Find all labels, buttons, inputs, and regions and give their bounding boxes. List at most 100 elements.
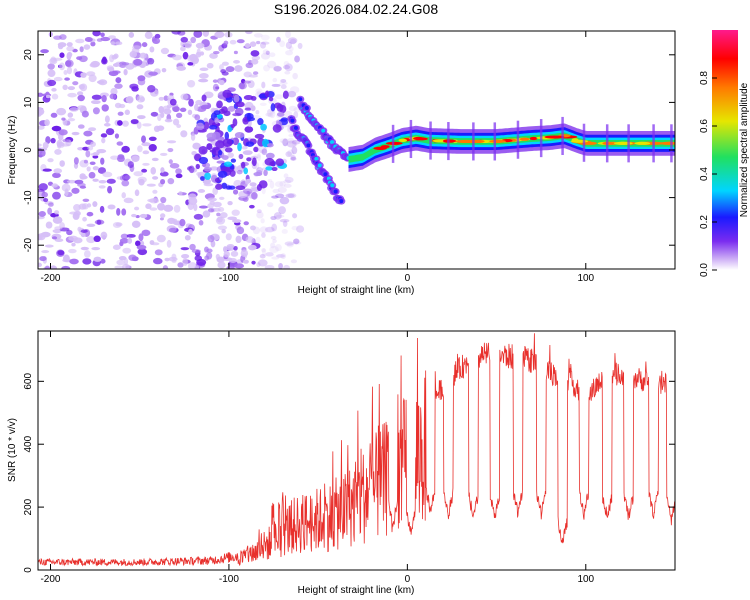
noise-speckle bbox=[261, 148, 268, 156]
noise-speckle bbox=[107, 204, 116, 210]
noise-speckle bbox=[54, 148, 62, 155]
noise-speckle bbox=[255, 236, 261, 245]
track-core bbox=[339, 199, 344, 204]
noise-speckle bbox=[86, 166, 91, 172]
noise-speckle bbox=[151, 157, 159, 162]
noise-speckle bbox=[96, 148, 107, 154]
transition-blob bbox=[260, 123, 267, 131]
noise-speckle bbox=[180, 41, 185, 47]
noise-speckle bbox=[128, 31, 135, 38]
noise-speckle bbox=[252, 71, 259, 75]
noise-speckle bbox=[98, 180, 107, 184]
noise-speckle bbox=[117, 111, 124, 116]
transition-blob bbox=[218, 150, 223, 156]
noise-speckle bbox=[280, 79, 287, 83]
noise-speckle bbox=[293, 238, 300, 245]
noise-speckle bbox=[264, 226, 275, 233]
noise-speckle bbox=[274, 244, 282, 252]
noise-speckle bbox=[271, 83, 281, 87]
noise-speckle bbox=[219, 212, 228, 219]
noise-speckle bbox=[195, 51, 202, 58]
noise-speckle bbox=[217, 207, 225, 212]
noise-speckle bbox=[48, 202, 54, 207]
noise-speckle bbox=[285, 31, 292, 39]
noise-speckle bbox=[173, 106, 180, 112]
transition-blob bbox=[234, 132, 245, 139]
noise-speckle bbox=[275, 214, 285, 218]
noise-speckle bbox=[284, 63, 293, 72]
noise-speckle bbox=[163, 204, 174, 212]
noise-speckle bbox=[230, 250, 239, 257]
noise-speckle bbox=[235, 235, 242, 244]
transition-blob bbox=[235, 185, 246, 191]
transition-blob bbox=[223, 110, 231, 117]
noise-speckle bbox=[79, 175, 88, 180]
noise-speckle bbox=[216, 212, 221, 217]
transition-blob bbox=[195, 163, 200, 170]
noise-speckle bbox=[141, 229, 151, 237]
noise-speckle bbox=[160, 167, 165, 173]
noise-speckle bbox=[296, 225, 305, 233]
noise-speckle bbox=[116, 155, 125, 162]
noise-speckle bbox=[83, 130, 93, 137]
noise-speckle bbox=[72, 81, 79, 86]
tone-hot-segment bbox=[373, 146, 387, 150]
noise-speckle bbox=[47, 207, 53, 215]
colorbar-tick-label: 0.8 bbox=[699, 71, 710, 85]
noise-speckle bbox=[290, 259, 298, 264]
noise-speckle bbox=[177, 262, 184, 268]
noise-speckle bbox=[184, 234, 191, 241]
noise-speckle bbox=[171, 253, 177, 260]
noise-speckle bbox=[217, 225, 228, 231]
noise-speckle bbox=[121, 179, 130, 187]
transition-blob bbox=[214, 117, 219, 124]
noise-speckle bbox=[250, 105, 256, 112]
noise-speckle bbox=[279, 81, 288, 86]
noise-speckle bbox=[287, 149, 294, 157]
snr-frame bbox=[37, 330, 676, 571]
noise-speckle bbox=[269, 180, 275, 189]
noise-speckle bbox=[194, 114, 201, 121]
noise-speckle bbox=[261, 232, 266, 238]
track-core bbox=[298, 97, 303, 102]
noise-speckle bbox=[136, 95, 145, 103]
noise-speckle bbox=[157, 202, 166, 211]
noise-speckle bbox=[290, 156, 297, 161]
transition-blob bbox=[215, 183, 223, 190]
noise-speckle bbox=[166, 140, 177, 144]
transition-blob bbox=[272, 124, 282, 133]
transition-blob bbox=[195, 122, 205, 131]
noise-speckle bbox=[100, 157, 105, 165]
noise-speckle bbox=[168, 159, 173, 164]
transition-blob bbox=[269, 161, 276, 167]
colorbar-label: Normalized spectral amplitude bbox=[739, 82, 750, 217]
noise-speckle bbox=[283, 173, 289, 179]
noise-speckle bbox=[191, 249, 201, 254]
noise-speckle bbox=[52, 172, 61, 178]
noise-speckle bbox=[236, 169, 243, 175]
transition-blob bbox=[235, 101, 245, 108]
noise-speckle bbox=[146, 183, 156, 187]
noise-speckle bbox=[128, 254, 137, 261]
noise-speckle bbox=[114, 83, 123, 89]
noise-speckle bbox=[50, 112, 58, 118]
track-core bbox=[293, 125, 298, 130]
transition-blob bbox=[271, 166, 278, 172]
noise-speckle bbox=[160, 47, 170, 55]
noise-speckle bbox=[82, 198, 90, 203]
noise-speckle bbox=[92, 107, 100, 115]
noise-speckle bbox=[167, 177, 175, 185]
colorbar-tick-label: 0.6 bbox=[699, 119, 710, 133]
noise-speckle bbox=[123, 68, 128, 76]
noise-speckle bbox=[149, 46, 155, 53]
noise-speckle bbox=[58, 129, 68, 136]
noise-speckle bbox=[204, 246, 209, 253]
noise-speckle bbox=[179, 218, 186, 227]
noise-speckle bbox=[77, 105, 87, 111]
noise-speckle bbox=[280, 84, 287, 90]
noise-speckle bbox=[134, 206, 140, 211]
noise-speckle bbox=[90, 100, 101, 105]
noise-speckle bbox=[88, 74, 97, 83]
noise-speckle bbox=[250, 50, 260, 57]
noise-speckle bbox=[83, 44, 91, 50]
